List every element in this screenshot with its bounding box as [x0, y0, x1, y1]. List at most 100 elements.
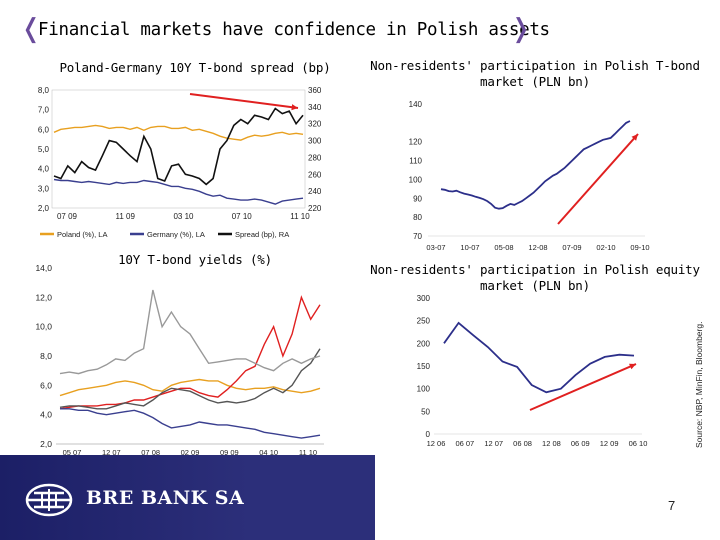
- spread-legend-label: Poland (%), LA: [57, 230, 107, 239]
- spread-y-right-tick: 260: [308, 170, 322, 179]
- spread-y-left-tick: 3,0: [38, 184, 50, 193]
- yields-y-tick: 8,0: [40, 351, 52, 361]
- spread-y-left-tick: 8,0: [38, 86, 50, 95]
- title-bracket-left-icon: ❬: [20, 14, 42, 44]
- tbond-y-tick: 120: [409, 138, 423, 147]
- equity-x-tick: 12 06: [427, 439, 446, 448]
- yields-series-line-3: [59, 348, 321, 410]
- equity-trend-arrow: [529, 363, 637, 411]
- spread-y-right-tick: 220: [308, 204, 322, 213]
- title-bracket-right-icon: ❭: [510, 14, 532, 44]
- equity-x-tick: 06 07: [455, 439, 474, 448]
- spread-y-left-tick: 2,0: [38, 204, 50, 213]
- tbond-y-tick: 80: [413, 213, 422, 222]
- tbond-chart: 70 80 90 100 110 120 140 03-07 10-07 05-08 12-08 07…: [409, 100, 650, 252]
- equity-x-tick: 12 09: [600, 439, 619, 448]
- tbond-x-tick: 10-07: [460, 243, 479, 252]
- footer-right: 7: [375, 453, 720, 540]
- equity-chart-title: Non-residents' participation in Polish e…: [370, 262, 700, 293]
- spread-x-tick: 03 10: [173, 212, 194, 221]
- equity-y-tick: 100: [417, 385, 431, 394]
- yields-y-tick: 14,0: [35, 263, 52, 273]
- spread-y-right-tick: 360: [308, 86, 322, 95]
- equity-trend-arrow-head: [629, 363, 636, 370]
- tbond-series-line: [440, 120, 631, 210]
- tbond-x-tick: 07-09: [562, 243, 581, 252]
- spread-series-line-1: [53, 178, 304, 205]
- equity-x-tick: 06 10: [629, 439, 648, 448]
- yields-chart-title: 10Y T-bond yields (%): [118, 252, 272, 267]
- tbond-y-tick: 90: [413, 194, 422, 203]
- yields-series-line-1: [59, 295, 321, 410]
- brand-name: BRE BANK SA: [86, 487, 245, 509]
- tbond-x-tick: 12-08: [528, 243, 547, 252]
- spread-y-left-tick: 7,0: [38, 106, 50, 115]
- equity-y-tick: 250: [417, 317, 431, 326]
- equity-y-tick: 200: [417, 339, 431, 348]
- spread-chart: 2,0 3,0 4,0 5,0 6,0 7,0 8,0 220 240 260 280 300 320 3…: [38, 86, 322, 239]
- yields-y-tick: 12,0: [35, 292, 52, 302]
- yields-x-tick: 07 08: [141, 448, 160, 457]
- tbond-x-tick: 03-07: [426, 243, 445, 252]
- bre-logo-icon: [25, 483, 73, 517]
- footer-left: BRE BANK SA: [0, 455, 250, 540]
- spread-x-tick: 11 10: [290, 212, 310, 221]
- tbond-chart-title: Non-residents' participation in Polish T…: [370, 58, 700, 89]
- spread-y-right-tick: 300: [308, 137, 322, 146]
- yields-series-line-4: [59, 289, 321, 375]
- tbond-trend-arrow: [557, 133, 639, 225]
- spread-chart-title: Poland-Germany 10Y T-bond spread (bp): [59, 60, 331, 75]
- tbond-y-tick: 110: [409, 157, 422, 166]
- equity-chart: 0 50 100 150 200 250 300 12 06 06 07 12 07 06 08 12…: [417, 294, 648, 448]
- tbond-y-tick: 70: [413, 232, 422, 241]
- spread-y-right-tick: 280: [308, 153, 322, 162]
- page-number: 7: [668, 498, 676, 513]
- spread-trend-arrow: [189, 93, 299, 109]
- spread-x-tick: 11 09: [116, 212, 136, 221]
- tbond-x-tick: 02-10: [596, 243, 615, 252]
- slide-title: Financial markets have confidence in Pol…: [38, 20, 550, 40]
- tbond-y-tick: 100: [409, 175, 423, 184]
- equity-y-tick: 50: [421, 407, 430, 416]
- tbond-trend-arrow-head: [631, 134, 638, 141]
- spread-legend-label: Spread (bp), RA: [235, 230, 289, 239]
- footer-bar: BRE BANK SA 7: [0, 453, 720, 540]
- equity-x-tick: 12 07: [484, 439, 503, 448]
- yields-series-line-2: [60, 408, 321, 439]
- equity-series-line: [443, 321, 635, 394]
- yields-y-tick: 6,0: [40, 380, 52, 390]
- equity-y-tick: 300: [417, 294, 431, 303]
- yields-series-line-0: [59, 378, 321, 397]
- yields-x-tick: 12 07: [102, 448, 121, 457]
- yields-y-tick: 4,0: [40, 410, 52, 420]
- spread-series-line-2: [53, 107, 304, 186]
- tbond-x-tick: 09-10: [630, 243, 649, 252]
- yields-x-tick: 09 09: [220, 448, 239, 457]
- yields-x-tick: 02 09: [181, 448, 200, 457]
- spread-y-left-tick: 4,0: [38, 165, 50, 174]
- equity-y-tick: 150: [417, 362, 431, 371]
- spread-series-line-0: [53, 124, 304, 141]
- yields-x-tick: 04 10: [259, 448, 278, 457]
- tbond-y-tick: 140: [409, 100, 423, 109]
- spread-x-tick: 07 09: [57, 212, 78, 221]
- spread-x-tick: 07 10: [232, 212, 253, 221]
- tbond-x-tick: 05-08: [494, 243, 513, 252]
- spread-plot-area: [51, 89, 306, 209]
- yields-x-tick: 05 07: [63, 448, 82, 457]
- spread-y-right-tick: 240: [308, 187, 322, 196]
- yields-chart: 2,0 4,0 6,0 8,0 10,0 12,0 14,0 05 07 12 07 07 08 0…: [35, 263, 337, 470]
- yields-plot-area: [56, 268, 324, 444]
- yields-y-tick: 10,0: [35, 322, 52, 332]
- equity-x-tick: 12 08: [542, 439, 561, 448]
- spread-trend-arrow-head: [291, 104, 298, 111]
- equity-x-tick: 06 09: [571, 439, 590, 448]
- spread-y-left-tick: 5,0: [38, 145, 50, 154]
- source-note: Source: NBP, MinFin, Bloomberg.: [694, 321, 704, 448]
- spread-y-right-tick: 340: [308, 103, 322, 112]
- yields-y-tick: 2,0: [40, 439, 52, 449]
- equity-x-tick: 06 08: [513, 439, 532, 448]
- spread-legend-label: Germany (%), LA: [147, 230, 205, 239]
- spread-y-right-tick: 320: [308, 120, 322, 129]
- equity-y-tick: 0: [426, 430, 431, 439]
